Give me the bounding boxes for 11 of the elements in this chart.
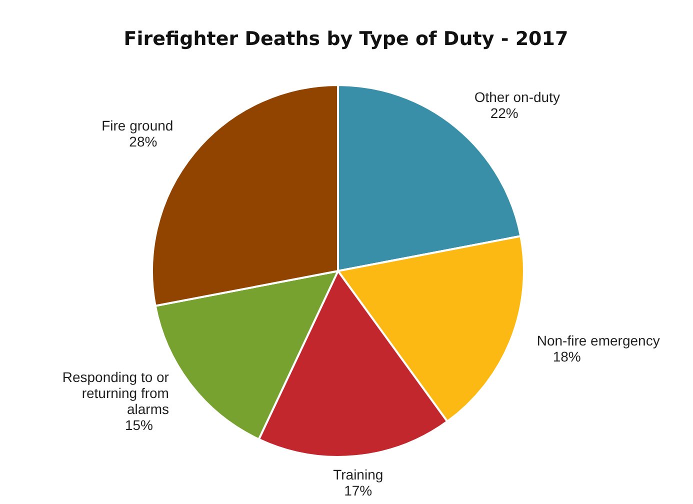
data-label: 17% (344, 482, 372, 499)
data-label: 15% (124, 416, 153, 433)
chart-title: Firefighter Deaths by Type of Duty - 2017 (124, 28, 568, 50)
slice-label: Other on-duty (474, 88, 560, 105)
slice-label: Non-fire emergency (536, 332, 660, 348)
data-label: 22% (490, 104, 518, 121)
slice-label: Responding to or returning from alarms (62, 368, 170, 417)
data-label: 28% (129, 133, 158, 150)
slice-label: Training (333, 466, 384, 483)
slice-label: Fire ground (102, 117, 174, 134)
data-label: 18% (552, 348, 581, 364)
